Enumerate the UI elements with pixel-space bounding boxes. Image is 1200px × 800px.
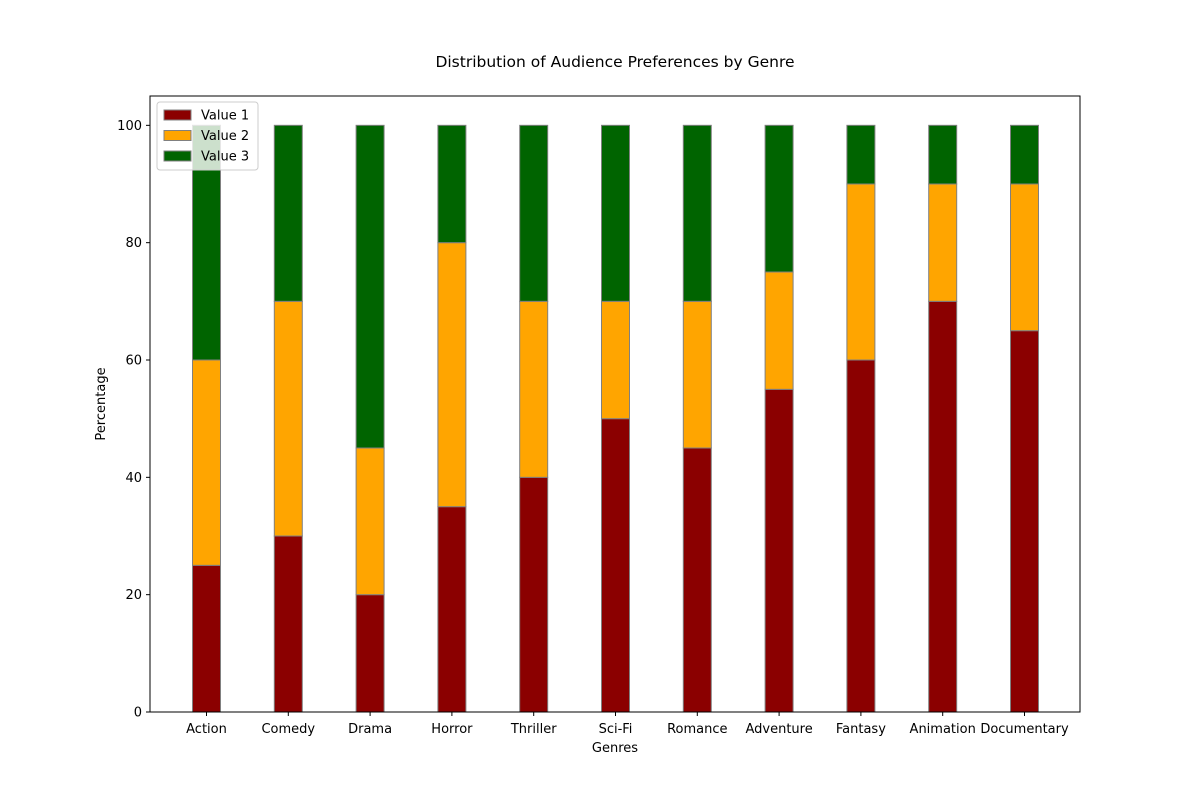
x-axis: Action Comedy Drama Horror Thriller Sci-Fi Rom… bbox=[186, 712, 1069, 737]
plot-area bbox=[192, 124, 1039, 713]
bar-comedy-series-3 bbox=[273, 124, 303, 302]
y-tick-label: 40 bbox=[125, 471, 142, 486]
x-axis-label: Genres bbox=[592, 741, 638, 756]
legend-label-2: Value 2 bbox=[201, 129, 249, 144]
bar-adventure-series-1 bbox=[764, 388, 794, 713]
bar-thriller-series-3 bbox=[519, 124, 549, 302]
bar-horror-series-2 bbox=[437, 242, 467, 508]
bar-drama-series-1 bbox=[355, 594, 385, 713]
x-tick-label: Adventure bbox=[745, 722, 812, 737]
bar-horror-series-3 bbox=[437, 124, 467, 244]
x-tick-label: Fantasy bbox=[836, 722, 886, 737]
y-tick-label: 60 bbox=[125, 354, 142, 369]
x-tick-label: Thriller bbox=[510, 722, 557, 737]
x-tick-label: Romance bbox=[667, 722, 727, 737]
bar-romance-series-2 bbox=[682, 300, 712, 449]
x-tick-label: Horror bbox=[431, 722, 473, 737]
y-tick-label: 80 bbox=[125, 236, 142, 251]
bar-sci-fi-series-3 bbox=[601, 124, 630, 302]
x-tick-label: Documentary bbox=[980, 722, 1069, 737]
bar-documentary-series-2 bbox=[1010, 183, 1039, 332]
bar-documentary-series-3 bbox=[1010, 124, 1039, 185]
legend-label-1: Value 1 bbox=[201, 109, 249, 124]
y-axis: 0 20 40 60 80 100 bbox=[117, 119, 150, 721]
bar-romance-series-1 bbox=[682, 447, 712, 713]
y-tick-label: 0 bbox=[134, 706, 142, 721]
bar-romance-series-3 bbox=[682, 124, 712, 302]
x-tick-label: Drama bbox=[348, 722, 392, 737]
bar-drama-series-2 bbox=[355, 447, 385, 596]
bar-action-series-1 bbox=[192, 564, 221, 713]
legend-label-3: Value 3 bbox=[201, 150, 249, 165]
x-tick-label: Sci-Fi bbox=[599, 722, 633, 737]
x-tick-label: Action bbox=[186, 722, 227, 737]
x-tick-label: Comedy bbox=[261, 722, 315, 737]
bar-horror-series-1 bbox=[437, 506, 467, 713]
y-tick-label: 20 bbox=[125, 588, 142, 603]
bar-animation-series-2 bbox=[928, 183, 958, 302]
bar-fantasy-series-2 bbox=[846, 183, 876, 361]
bar-adventure-series-3 bbox=[764, 124, 794, 273]
legend-swatch-3 bbox=[163, 150, 192, 162]
legend: Value 1 Value 2 Value 3 bbox=[156, 101, 259, 171]
bar-fantasy-series-3 bbox=[846, 124, 876, 185]
legend-swatch-2 bbox=[163, 130, 192, 141]
bar-thriller-series-2 bbox=[519, 300, 549, 478]
bar-adventure-series-2 bbox=[764, 271, 794, 390]
bar-action-series-2 bbox=[192, 359, 221, 566]
chart-title: Distribution of Audience Preferences by … bbox=[435, 53, 794, 71]
y-tick-label: 100 bbox=[117, 119, 142, 134]
bar-comedy-series-2 bbox=[273, 300, 303, 537]
legend-swatch-1 bbox=[163, 109, 192, 121]
bar-animation-series-1 bbox=[928, 300, 958, 713]
bar-drama-series-3 bbox=[355, 124, 385, 449]
bar-documentary-series-1 bbox=[1010, 330, 1039, 713]
bar-thriller-series-1 bbox=[519, 476, 549, 713]
y-axis-label: Percentage bbox=[94, 367, 109, 440]
bar-comedy-series-1 bbox=[273, 535, 303, 713]
bar-sci-fi-series-1 bbox=[601, 418, 630, 713]
bar-animation-series-3 bbox=[928, 124, 958, 185]
bar-sci-fi-series-2 bbox=[601, 300, 630, 420]
bar-fantasy-series-1 bbox=[846, 359, 876, 713]
x-tick-label: Animation bbox=[910, 722, 976, 737]
